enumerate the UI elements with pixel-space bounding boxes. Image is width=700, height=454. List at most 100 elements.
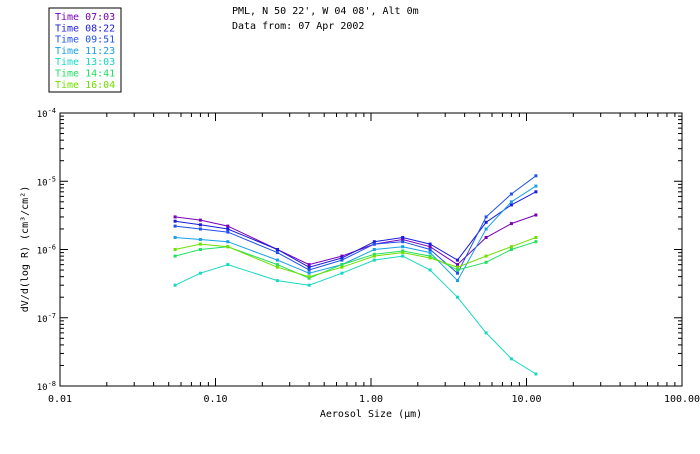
data-point (401, 251, 405, 255)
legend-box (48, 7, 122, 93)
data-point (456, 268, 459, 272)
legend-entry: Time 16:04 (55, 80, 115, 91)
data-point (275, 263, 279, 267)
series-line (175, 214, 537, 266)
data-point (509, 357, 513, 361)
x-axis-ticks: 0.01 0.10 1.00 10.00 100.00 (48, 113, 700, 405)
data-point (173, 248, 177, 251)
data-point (428, 254, 432, 258)
series-layer (173, 174, 538, 376)
data-point (307, 265, 311, 269)
data-point (509, 222, 513, 226)
y-tick-label: 10-4 (37, 107, 56, 120)
data-point (428, 242, 432, 246)
y-tick-label: 10-6 (37, 244, 56, 257)
data-point (484, 331, 488, 335)
data-point (340, 258, 344, 262)
data-point (456, 279, 459, 283)
data-point (456, 258, 459, 262)
legend-entry: Time 08:22 (55, 23, 115, 34)
legend-entry: Time 11:23 (55, 46, 115, 57)
chart-title-location: PML, N 50 22', W 04 08', Alt 0m (232, 6, 419, 17)
y-axis-ticks: 10-4 10-5 10-6 10-7 10-8 (37, 107, 682, 393)
data-point (226, 240, 230, 244)
legend-entry: Time 14:41 (55, 69, 115, 80)
x-axis-label: Aerosol Size (μm) (320, 409, 422, 420)
data-point (198, 242, 202, 246)
data-point (484, 236, 488, 239)
data-point (340, 254, 344, 258)
series-5 (173, 254, 538, 376)
data-point (173, 236, 177, 239)
series-3 (173, 174, 538, 275)
data-point (275, 279, 279, 283)
data-point (226, 230, 230, 234)
data-point (401, 254, 405, 258)
data-point (484, 227, 488, 231)
y-axis-label: dV/d(log R) (cm³/cm²) (20, 186, 31, 312)
data-point (372, 252, 376, 256)
y-tick-label: 10-7 (37, 312, 56, 325)
series-4 (173, 184, 538, 283)
data-point (401, 236, 405, 239)
data-point (428, 248, 432, 251)
data-point (509, 192, 513, 196)
data-point (534, 190, 538, 194)
data-point (198, 271, 202, 275)
data-point (509, 245, 513, 249)
data-point (226, 245, 230, 249)
data-point (198, 223, 202, 227)
data-point (534, 240, 538, 244)
x-tick-label: 100.00 (664, 394, 700, 405)
data-point (456, 295, 459, 299)
data-point (401, 238, 405, 241)
data-point (534, 372, 538, 376)
data-point (401, 249, 405, 253)
data-point (509, 248, 513, 251)
data-point (173, 283, 177, 287)
y-tick-label: 10-5 (37, 175, 56, 188)
data-point (275, 251, 279, 255)
data-point (372, 258, 376, 262)
data-point (534, 236, 538, 239)
data-point (484, 260, 488, 264)
legend-entry: Time 13:03 (55, 57, 115, 68)
data-point (307, 268, 311, 272)
data-point (372, 254, 376, 258)
data-point (428, 245, 432, 249)
data-point (307, 275, 311, 279)
x-tick-label: 0.10 (203, 394, 227, 405)
data-point (484, 220, 488, 224)
y-tick-label: 10-8 (37, 380, 56, 393)
data-point (173, 215, 177, 219)
data-point (484, 215, 488, 219)
data-point (509, 203, 513, 207)
data-point (275, 248, 279, 251)
data-point (275, 258, 279, 262)
legend-entry: Time 07:03 (55, 12, 115, 23)
series-line (174, 237, 537, 278)
data-point (534, 213, 538, 217)
series-line (174, 255, 537, 375)
data-point (401, 240, 405, 244)
data-point (534, 184, 538, 188)
data-point (372, 240, 376, 244)
x-tick-label: 1.00 (359, 394, 383, 405)
data-point (534, 174, 538, 178)
chart-title-date: Data from: 07 Apr 2002 (232, 21, 364, 32)
data-point (456, 263, 459, 267)
data-point (428, 251, 432, 255)
data-point (275, 265, 279, 269)
data-point (456, 265, 459, 269)
data-point (198, 227, 202, 231)
data-point (401, 245, 405, 249)
data-point (173, 254, 177, 258)
legend-entry: Time 09:51 (55, 35, 115, 46)
x-tick-label: 10.00 (511, 394, 541, 405)
data-point (198, 238, 202, 241)
data-point (307, 271, 311, 275)
data-point (198, 218, 202, 222)
data-point (340, 263, 344, 267)
